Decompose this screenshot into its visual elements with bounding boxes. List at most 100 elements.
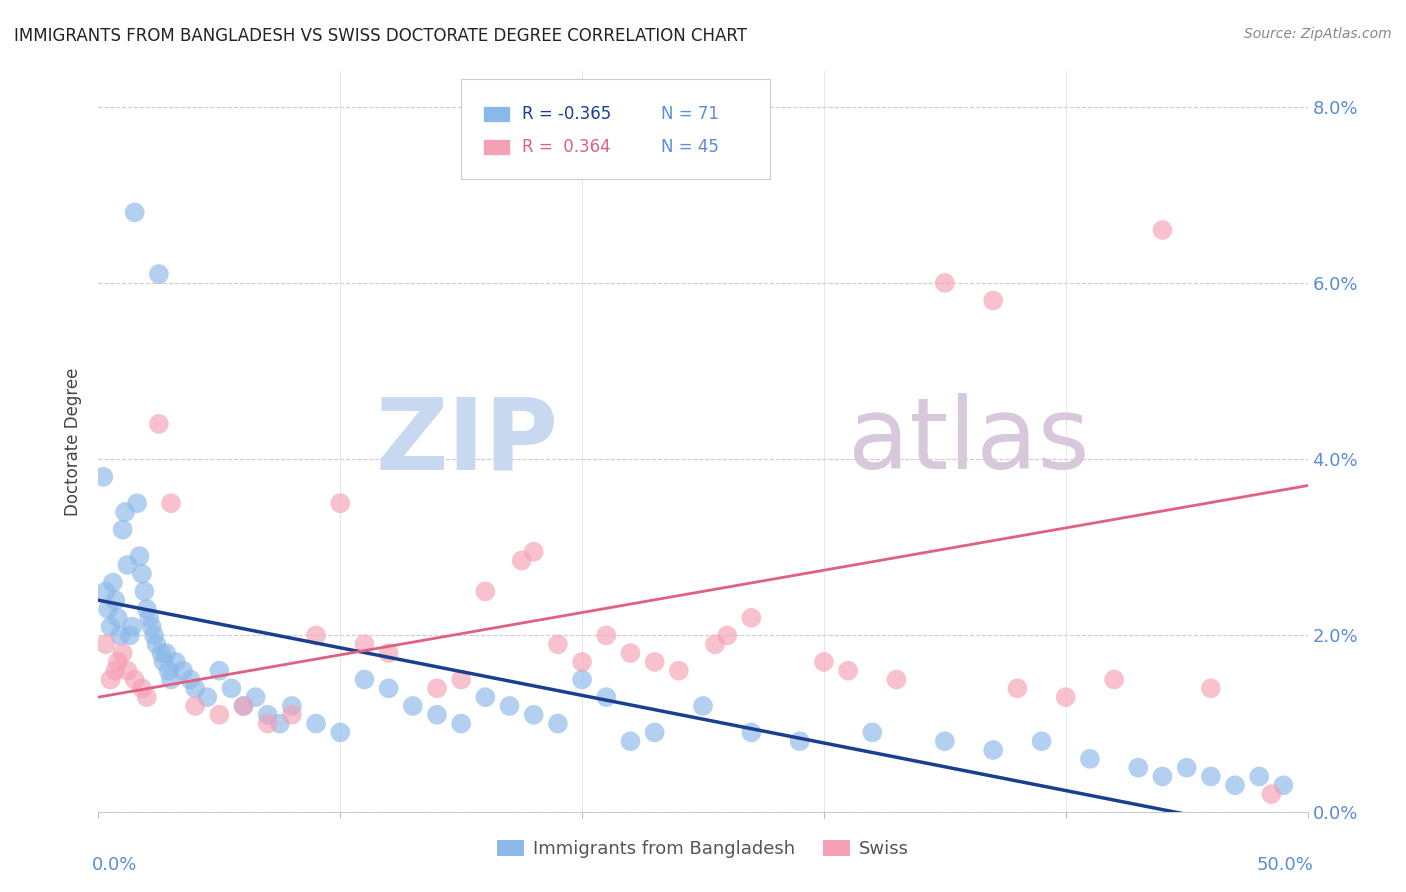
Point <box>1078 752 1101 766</box>
Point <box>111 523 134 537</box>
Point <box>981 743 1004 757</box>
Point <box>128 549 150 563</box>
Point <box>523 707 546 722</box>
Point <box>450 673 472 687</box>
Point <box>138 611 160 625</box>
Point <box>135 602 157 616</box>
Point <box>813 655 835 669</box>
Point <box>886 673 908 687</box>
Point <box>510 553 533 567</box>
Point <box>208 664 231 678</box>
Point <box>547 716 569 731</box>
Point <box>165 655 187 669</box>
Point <box>426 681 449 696</box>
Point <box>108 628 131 642</box>
Point <box>134 584 156 599</box>
Point <box>595 690 617 705</box>
FancyBboxPatch shape <box>482 106 509 122</box>
Point <box>145 637 167 651</box>
Point <box>184 698 207 713</box>
FancyBboxPatch shape <box>482 139 509 155</box>
Point <box>100 619 122 633</box>
Point <box>118 628 141 642</box>
Point <box>281 707 304 722</box>
Text: R = -0.365: R = -0.365 <box>522 105 610 123</box>
Point <box>148 417 170 431</box>
Point <box>152 655 174 669</box>
Point <box>1102 673 1125 687</box>
Point <box>644 725 666 739</box>
Point <box>221 681 243 696</box>
Legend: Immigrants from Bangladesh, Swiss: Immigrants from Bangladesh, Swiss <box>491 833 915 865</box>
Text: Source: ZipAtlas.com: Source: ZipAtlas.com <box>1244 27 1392 41</box>
Point <box>208 707 231 722</box>
Point <box>1175 761 1198 775</box>
Point <box>114 505 136 519</box>
Point <box>329 725 352 739</box>
Point <box>160 673 183 687</box>
Point <box>402 698 425 713</box>
Point <box>245 690 267 705</box>
Text: N = 45: N = 45 <box>661 138 718 156</box>
Point <box>934 276 956 290</box>
Point <box>305 716 328 731</box>
Point <box>377 646 399 660</box>
Point <box>155 646 177 660</box>
Point <box>107 655 129 669</box>
Point <box>1054 690 1077 705</box>
Point <box>740 725 762 739</box>
Point <box>619 734 641 748</box>
Point <box>232 698 254 713</box>
Point <box>127 496 149 510</box>
Point <box>547 637 569 651</box>
Point <box>668 664 690 678</box>
Point <box>329 496 352 510</box>
Point <box>179 673 201 687</box>
Point <box>184 681 207 696</box>
Text: atlas: atlas <box>848 393 1090 490</box>
Point <box>94 637 117 651</box>
Point <box>450 716 472 731</box>
Point <box>131 681 153 696</box>
Text: ZIP: ZIP <box>375 393 558 490</box>
Point <box>692 698 714 713</box>
Point <box>256 716 278 731</box>
Point <box>981 293 1004 308</box>
Point <box>124 673 146 687</box>
Point <box>1260 787 1282 801</box>
Point <box>571 655 593 669</box>
Point <box>523 545 546 559</box>
Point <box>160 496 183 510</box>
Text: N = 71: N = 71 <box>661 105 718 123</box>
Point <box>124 205 146 219</box>
Point <box>269 716 291 731</box>
Point <box>1128 761 1150 775</box>
Point <box>97 602 120 616</box>
Point <box>91 470 114 484</box>
Point <box>1007 681 1029 696</box>
Point <box>107 611 129 625</box>
Point <box>837 664 859 678</box>
Point <box>111 646 134 660</box>
Point <box>256 707 278 722</box>
Point <box>474 690 496 705</box>
Point <box>704 637 727 651</box>
Point <box>150 646 173 660</box>
Point <box>1272 778 1295 792</box>
Point <box>104 664 127 678</box>
Point <box>143 628 166 642</box>
Point <box>135 690 157 705</box>
Point <box>101 575 124 590</box>
Point <box>740 611 762 625</box>
Point <box>426 707 449 722</box>
Point <box>1249 769 1271 783</box>
Point <box>571 673 593 687</box>
Point <box>1031 734 1053 748</box>
Point <box>104 593 127 607</box>
Point <box>1152 769 1174 783</box>
Point <box>619 646 641 660</box>
Y-axis label: Doctorate Degree: Doctorate Degree <box>65 368 83 516</box>
Point <box>353 673 375 687</box>
Point <box>121 619 143 633</box>
Point <box>498 698 520 713</box>
